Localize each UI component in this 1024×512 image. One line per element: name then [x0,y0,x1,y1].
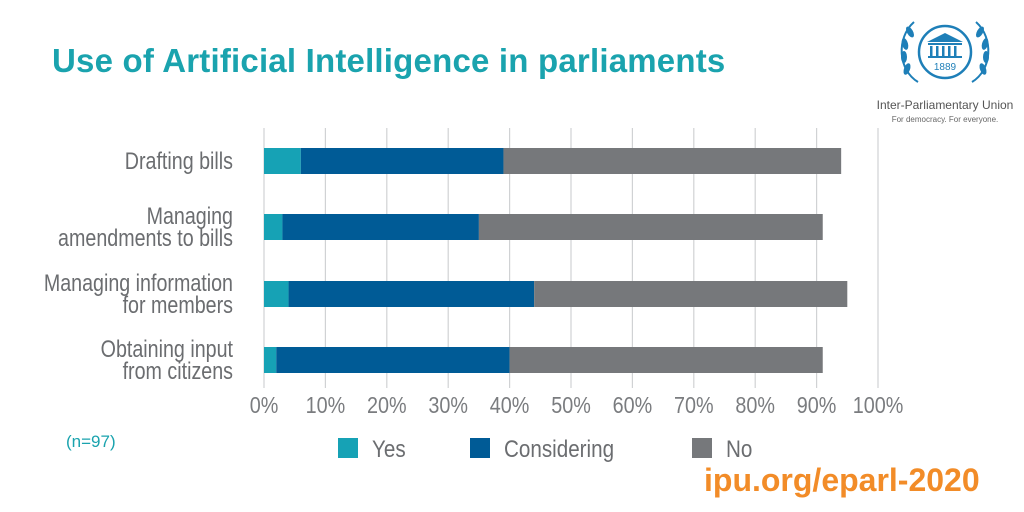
legend-swatch-yes [338,438,358,458]
bar-segment-yes [264,148,301,174]
bar-segment-no [509,347,823,373]
category-label: for members [123,291,233,318]
bar-segment-yes [264,347,277,373]
category-label: Managing information [44,269,233,296]
x-tick-label: 50% [551,393,591,419]
x-tick-label: 10% [306,393,346,419]
bar-segment-considering [276,347,510,373]
bar-segment-considering [300,148,504,174]
category-label: Drafting bills [125,147,233,174]
category-label: Obtaining input [101,335,233,362]
x-tick-label: 0% [250,393,279,419]
legend-label: Yes [372,436,406,463]
category-label: from citizens [123,357,233,384]
sample-size-note: (n=97) [66,432,116,451]
ipu-logo: 1889 Inter-Parliamentary Union For democ… [870,12,1020,132]
x-tick-label: 60% [613,393,653,419]
source-url[interactable]: ipu.org/epar​l-2020 [704,462,980,498]
x-tick-label: 20% [367,393,407,419]
category-label: Managing [147,202,233,229]
category-label: amendments to bills [58,224,233,251]
page-title: Use of Artificial Intelligence in parlia… [52,42,726,79]
legend-swatch-no [692,438,712,458]
bar-segment-no [478,214,823,240]
bar-segment-no [503,148,842,174]
legend-swatch-considering [470,438,490,458]
x-tick-label: 100% [853,393,904,419]
x-tick-label: 90% [797,393,837,419]
bar-segment-no [534,281,848,307]
bar-segment-yes [264,281,289,307]
logo-tagline: For democracy. For everyone. [891,115,999,124]
x-tick-label: 70% [674,393,714,419]
bar-segment-yes [264,214,283,240]
bar-segment-considering [282,214,479,240]
legend-label: Considering [504,436,614,463]
x-tick-label: 40% [490,393,530,419]
legend-label: No [726,436,752,463]
ipu-emblem-icon: 1889 [900,21,990,83]
x-tick-label: 30% [428,393,468,419]
bar-segment-considering [288,281,535,307]
logo-org-name: Inter-Parliamentary Union [876,98,1014,112]
logo-year: 1889 [934,62,957,73]
x-tick-label: 80% [735,393,775,419]
